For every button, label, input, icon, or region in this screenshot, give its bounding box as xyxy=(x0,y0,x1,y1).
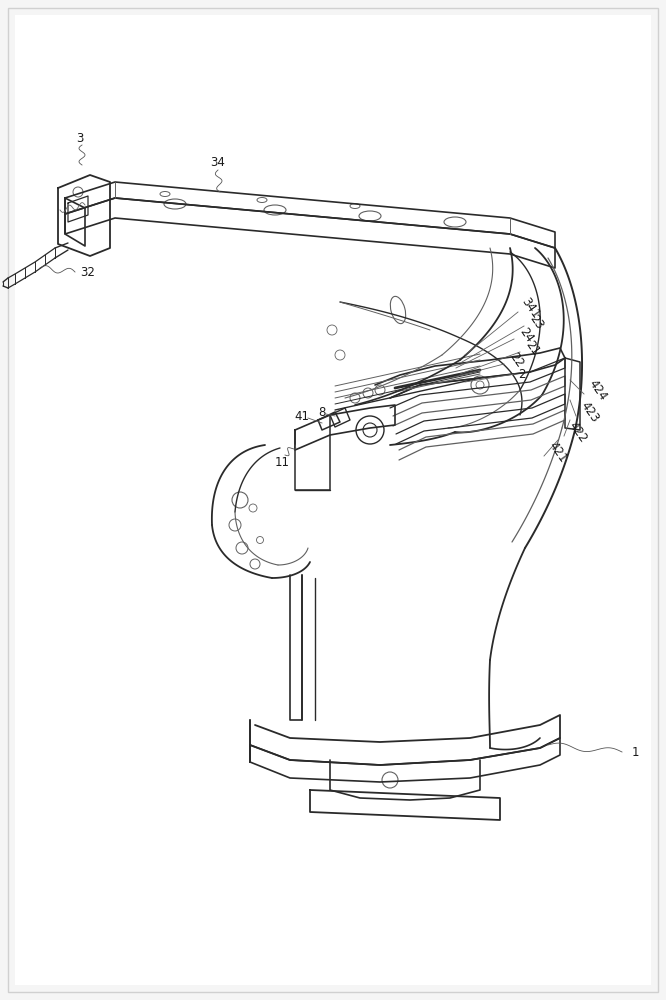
Text: 24: 24 xyxy=(516,325,535,345)
Text: 41: 41 xyxy=(294,410,310,422)
Text: 22: 22 xyxy=(506,350,525,370)
Text: 2: 2 xyxy=(518,368,525,381)
Text: 34: 34 xyxy=(210,155,225,168)
Text: 11: 11 xyxy=(274,456,290,468)
FancyBboxPatch shape xyxy=(15,15,651,985)
Text: 422: 422 xyxy=(566,419,590,445)
Text: 424: 424 xyxy=(586,377,610,403)
Text: 3: 3 xyxy=(77,131,84,144)
Text: 423: 423 xyxy=(578,399,602,425)
Text: 1: 1 xyxy=(631,746,639,758)
Text: 421: 421 xyxy=(546,439,570,465)
Text: 32: 32 xyxy=(81,265,95,278)
Text: 23: 23 xyxy=(526,312,545,332)
Text: 8: 8 xyxy=(318,406,326,418)
Text: 21: 21 xyxy=(522,338,541,358)
Text: 341: 341 xyxy=(518,295,541,321)
